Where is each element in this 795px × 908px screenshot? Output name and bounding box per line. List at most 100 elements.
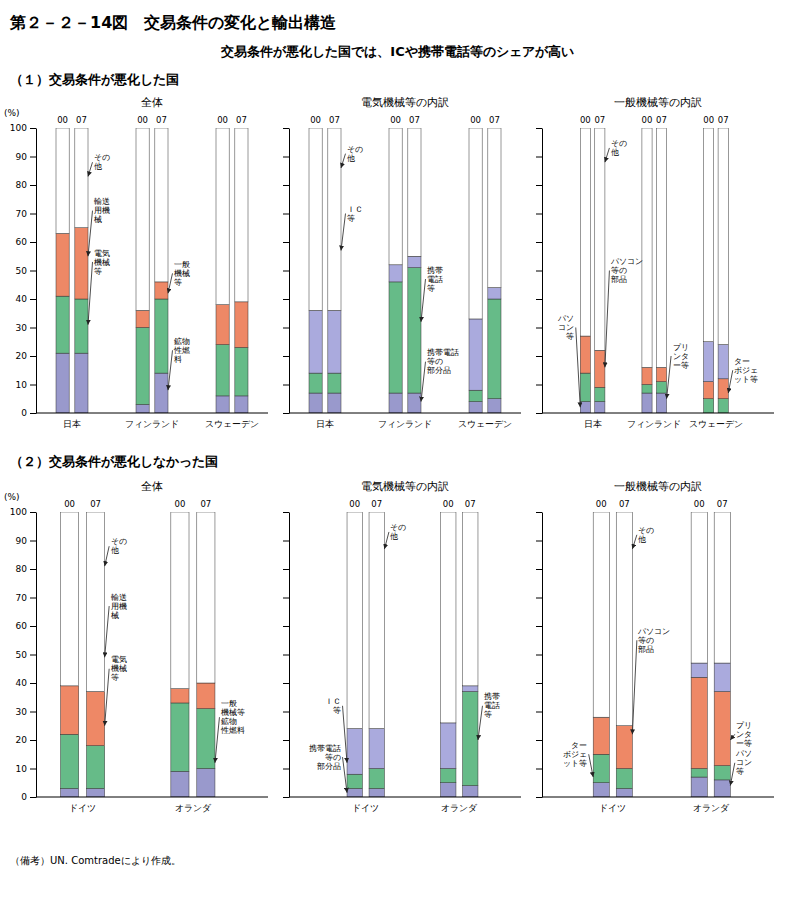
annotation-line: ット等 (563, 759, 587, 768)
panel-title: 電気機械等の内訳 (361, 480, 449, 493)
y-axis: 0102030405060708090100 (10, 123, 37, 418)
x-axis-line (36, 797, 268, 798)
bar-segment (704, 382, 714, 399)
annotation-line: 携帯 (484, 692, 500, 701)
y-tick-mark (536, 626, 542, 627)
annotation-line: パソコン (610, 257, 643, 266)
annotation-arrow (384, 532, 389, 549)
y-tick-mark (30, 541, 36, 542)
annotation-line: 電話 (427, 275, 443, 284)
bar-segment (216, 128, 229, 305)
bar-segment (216, 396, 229, 413)
y-tick (536, 271, 542, 272)
y-tick (283, 655, 289, 656)
bar-segment (86, 746, 104, 789)
series-group (309, 128, 501, 319)
y-tick (283, 512, 289, 513)
y-tick (283, 413, 289, 414)
y-tick-mark (30, 328, 36, 329)
y-tick (536, 769, 542, 770)
y-axis: 0102030405060708090100 (10, 507, 37, 802)
annotation-line: その (638, 526, 654, 535)
x-axis: 日本フィンランドスウェーデン (289, 413, 521, 429)
bar-segment (328, 310, 341, 373)
y-tick-mark (283, 740, 289, 741)
bars (593, 512, 730, 797)
series-group (347, 783, 478, 797)
y-tick-label: 0 (21, 408, 27, 418)
y-tick-mark (283, 797, 289, 798)
annotation-line: 携帯電話 (427, 348, 459, 357)
annotation: その他 (111, 537, 127, 555)
y-tick-mark (30, 413, 36, 414)
bar-segment (328, 373, 341, 393)
panel-title: 全体 (141, 480, 163, 493)
x-tick: 日本 (316, 419, 334, 429)
annotation-line: 鉱物 (174, 337, 190, 346)
y-tick-label: 30 (16, 323, 28, 333)
y-tick-mark (536, 242, 542, 243)
bar-segment (704, 342, 714, 382)
y-axis (536, 129, 543, 414)
annotation-arrow (105, 606, 110, 657)
annotations: その他ＩＣ等携帯電話等の部分品携帯電話等 (309, 523, 500, 793)
bar-segment (328, 128, 341, 310)
category-label: 00 (57, 115, 68, 125)
bar-segment (309, 373, 322, 393)
y-tick: 70 (16, 593, 36, 603)
y-tick: 100 (10, 507, 36, 517)
y-tick (536, 512, 542, 513)
y-axis-line (36, 513, 37, 798)
bar-segment (309, 128, 322, 310)
y-tick-label: 10 (16, 380, 28, 390)
annotation-line: 等 (174, 278, 182, 287)
annotation-line: パソコン (637, 627, 670, 636)
series-group (580, 128, 728, 367)
bar-segment (136, 128, 149, 310)
bar-segment (714, 663, 730, 692)
y-tick (536, 626, 542, 627)
category-label: 07 (371, 499, 382, 509)
annotation-line: ＩＣ (347, 205, 363, 214)
annotation-line: パソ (557, 314, 574, 323)
bar-segment (718, 345, 728, 379)
annotation-line: プリ (673, 343, 689, 352)
y-tick (536, 797, 542, 798)
bar-segment (580, 402, 590, 413)
y-tick (283, 157, 289, 158)
annotation: 携帯電話等の部分品 (309, 744, 341, 771)
annotation-line: 電気 (111, 655, 127, 664)
y-tick-mark (536, 356, 542, 357)
series-group (61, 512, 215, 692)
category-label: 07 (594, 115, 605, 125)
bar-segment (580, 336, 590, 373)
y-tick-mark (283, 271, 289, 272)
bar-segment (408, 256, 421, 267)
y-tick-mark (536, 185, 542, 186)
bar-segment (408, 128, 421, 256)
bar-segment (593, 512, 609, 717)
bar-segment (408, 393, 421, 413)
bar-segment (488, 399, 501, 413)
annotations: その他輸送用機械電気機械等一般機械等鉱物性燃料 (105, 537, 245, 762)
panel: ドイツオランダ00070007一般機械等の内訳その他パソコン等の部品ターボジェッ… (536, 480, 774, 813)
annotation-line: 等 (333, 706, 341, 715)
annotation: その他 (611, 139, 627, 157)
bar-segment (595, 350, 605, 387)
x-tick: ドイツ (599, 803, 626, 813)
annotation-line: 電話 (484, 701, 500, 710)
category-labels: 000700070007 (57, 115, 247, 125)
annotations: その他パソコン等の部品パソコン等プリンター等ターボジェット等 (557, 139, 758, 407)
bar-segment (197, 769, 215, 798)
category-label: 00 (642, 115, 653, 125)
x-axis: ドイツオランダ (289, 797, 521, 813)
y-tick-label: 100 (10, 507, 27, 517)
bar-segment (714, 692, 730, 766)
y-tick (283, 385, 289, 386)
bar-segment (593, 783, 609, 797)
chart-root: 第２－２－14図 交易条件の変化と輸出構造交易条件が悪化した国では、ICや携帯電… (0, 0, 795, 908)
y-axis-title: (%) (4, 108, 20, 118)
annotation-line: 部分品 (427, 366, 451, 375)
y-tick: 30 (16, 323, 36, 333)
x-tick-label: 日本 (63, 419, 81, 429)
